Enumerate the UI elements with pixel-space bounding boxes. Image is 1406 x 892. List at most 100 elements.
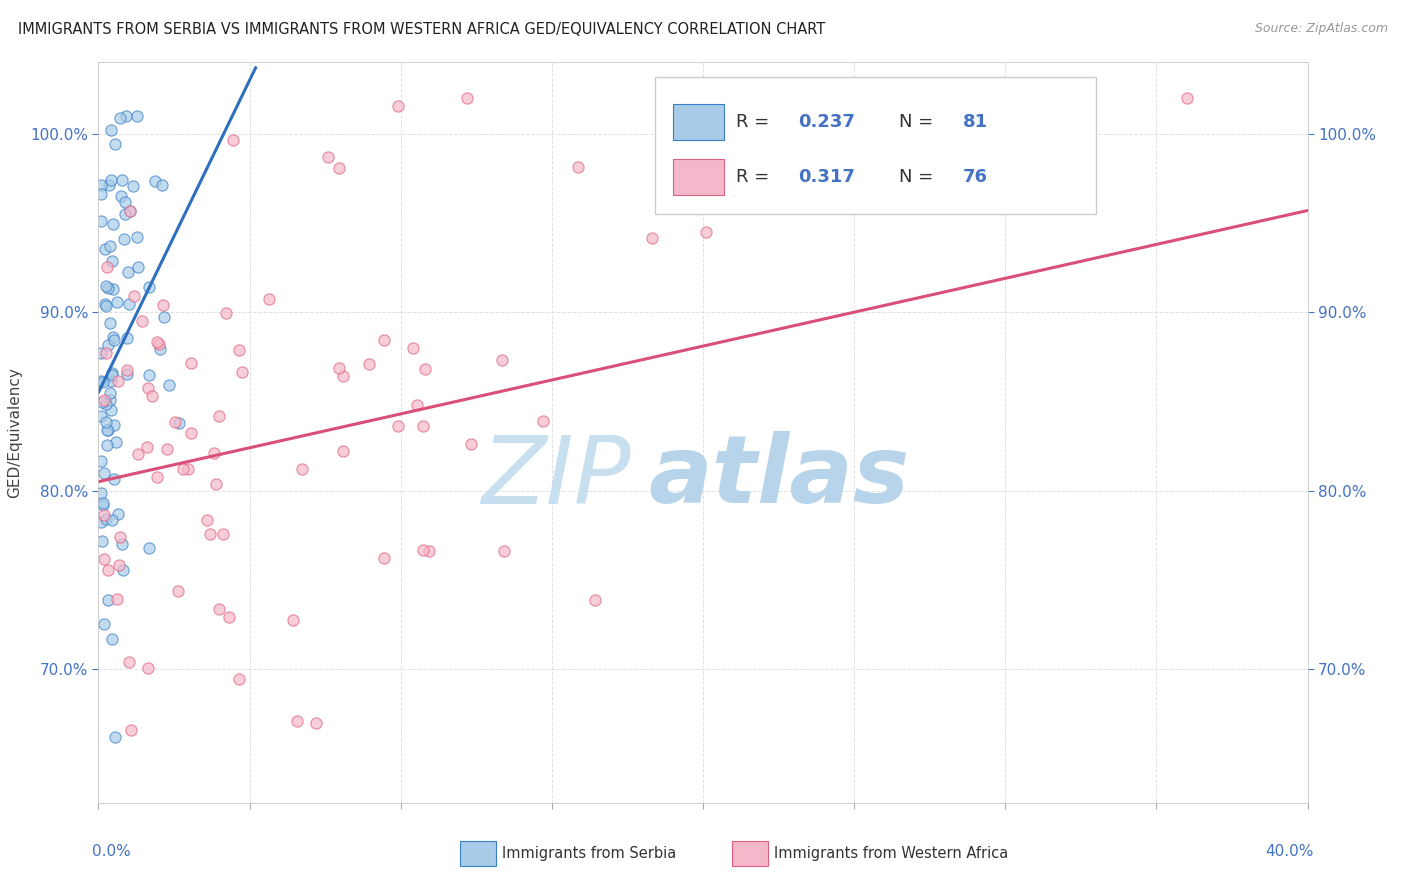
Point [105,592,128,607]
Point [117,362,139,376]
Point [90,374,112,388]
Point [257,292,280,306]
Point [90,409,112,423]
Point [149,342,172,356]
Point [94,242,117,256]
FancyBboxPatch shape [733,841,768,866]
Point [90,186,112,201]
Text: atlas: atlas [648,431,910,523]
Point [157,378,180,392]
Point [167,584,190,599]
Point [136,661,159,675]
Point [412,419,434,434]
Point [98,316,121,330]
Point [180,356,202,370]
Point [127,230,149,244]
Text: 76: 76 [963,169,988,186]
Text: Source: ZipAtlas.com: Source: ZipAtlas.com [1254,22,1388,36]
Point [111,173,134,187]
Point [146,334,169,349]
Point [332,444,354,458]
Point [115,367,138,381]
Point [120,204,142,219]
Point [93,508,115,522]
Point [328,360,350,375]
Point [94,299,117,313]
Point [100,402,122,417]
Text: R =: R = [735,169,775,186]
Point [117,265,139,279]
Point [281,613,304,627]
Point [98,386,121,401]
Point [291,462,314,476]
Point [212,526,235,541]
Point [138,279,160,293]
Text: N =: N = [898,169,939,186]
Point [93,393,115,408]
Text: 0.317: 0.317 [799,169,855,186]
Point [96,512,118,526]
Point [90,486,112,500]
FancyBboxPatch shape [655,78,1097,214]
Point [100,513,122,527]
Point [118,297,141,311]
Point [90,214,112,228]
Point [100,172,122,186]
Point [138,541,160,556]
FancyBboxPatch shape [673,159,724,195]
Point [127,447,149,461]
Point [96,260,118,274]
Point [98,392,121,407]
Point [114,194,136,209]
Point [101,632,124,646]
Point [153,310,176,324]
Point [138,368,160,382]
Point [97,338,120,352]
Point [387,419,409,434]
Point [120,203,142,218]
Text: IMMIGRANTS FROM SERBIA VS IMMIGRANTS FROM WESTERN AFRICA GED/EQUIVALENCY CORRELA: IMMIGRANTS FROM SERBIA VS IMMIGRANTS FRO… [18,22,825,37]
Point [103,472,125,486]
Point [93,466,115,480]
Point [332,369,354,384]
Point [143,174,166,188]
Text: N =: N = [898,112,939,130]
Point [492,543,515,558]
Point [98,239,121,253]
Point [222,133,245,147]
Point [180,425,202,440]
Point [111,537,134,551]
Point [100,122,122,136]
Point [101,282,124,296]
Point [112,232,135,246]
Point [101,367,124,381]
Point [91,394,114,409]
Point [91,498,114,512]
Point [150,178,173,192]
Point [96,438,118,452]
Point [156,442,179,456]
Point [208,409,231,423]
Point [359,357,381,371]
Point [205,476,228,491]
Point [97,178,120,193]
Point [148,336,170,351]
Point [218,610,240,624]
Point [695,225,717,239]
Point [90,346,112,360]
Point [125,109,148,123]
Point [111,563,134,577]
Point [163,415,186,429]
Point [491,352,513,367]
Point [215,306,238,320]
Point [172,462,194,476]
Point [97,424,120,438]
Point [305,716,328,731]
Point [96,423,118,437]
Text: Immigrants from Serbia: Immigrants from Serbia [502,846,676,861]
Point [373,333,395,347]
Point [110,188,132,202]
Point [405,398,427,412]
Point [412,543,434,558]
Point [97,593,120,607]
